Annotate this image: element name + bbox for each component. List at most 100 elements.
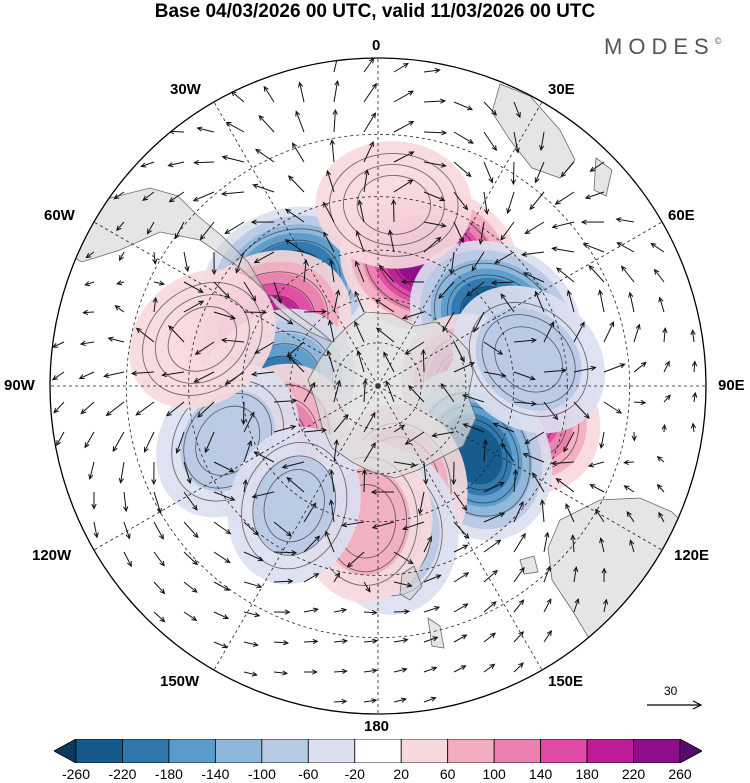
wind-vector [692,391,698,403]
wind-vector [286,476,305,493]
wind-vector [690,422,697,433]
wind-vector [123,521,131,540]
wind-vector [431,431,455,438]
wind-vector [582,243,605,253]
wind-vector [628,291,635,313]
wind-vector [534,290,545,313]
wind-vector [165,401,185,417]
wind-vector [566,289,575,313]
wind-vector [473,311,485,333]
wind-vector [393,424,406,433]
wind-vector [623,485,635,493]
wind-vector [243,411,255,433]
wind-vector [333,571,341,583]
wind-vector [341,521,365,528]
wind-vector [633,399,647,406]
wind-vector [285,208,305,223]
wind-vector [105,401,125,417]
wind-vector [451,461,457,486]
wind-vector [183,521,199,539]
wind-vector [478,221,485,245]
negative-anomaly-14 [452,285,606,434]
colorbar-tick-label: -180 [154,766,183,782]
lon-label-30w: 30W [170,81,201,98]
wind-vector [492,422,515,433]
wind-vector [513,371,536,381]
lon-label-30e: 30E [548,81,575,98]
wind-vector [453,603,469,613]
wind-vector [183,281,204,293]
wind-vector [501,442,515,463]
wind-vector [690,329,696,343]
wind-vector [453,491,468,512]
wind-vector [224,221,245,235]
wind-vector [521,251,545,257]
wind-vector [333,668,348,675]
wind-vector [453,341,465,363]
wind-vector [423,535,432,553]
wind-vector [273,311,294,325]
wind-vector [183,581,198,593]
wind-vector [500,293,515,313]
wind-vector [235,251,245,274]
south-pole-marker [375,383,381,389]
wind-vector [393,121,415,133]
wind-vector [363,609,378,616]
colorbar-tick-label: 220 [621,766,646,782]
wind-vector [589,161,605,172]
wind-vector [183,491,198,511]
wind-vector [328,259,335,283]
wind-vector [588,264,605,283]
wind-vector [471,251,485,272]
wind-vector [658,511,665,523]
wind-vector [513,532,526,553]
wind-vector [346,551,365,568]
wind-vector [494,251,515,264]
wind-vector [303,669,318,675]
wind-vector [650,242,665,253]
colorbar-swatch [307,739,356,763]
wind-vector [449,251,455,275]
wind-vector [513,500,524,523]
wind-vector [303,535,321,553]
wind-vector [385,380,395,403]
lon-label-60w: 60W [44,207,75,224]
wind-vector [356,349,365,373]
wind-vector [633,361,647,373]
wind-vector [629,539,635,553]
wind-vector [103,371,125,378]
wind-vector [273,521,292,537]
wind-vector [243,641,259,647]
colorbar-swatch [679,739,702,763]
graticule [50,58,706,714]
wind-vector [663,394,671,403]
wind-vector [453,634,468,643]
colorbar-swatch [168,739,216,763]
wind-vector [291,142,305,163]
colorbar-swatch [540,739,588,763]
wind-vector [258,114,275,133]
colorbar-swatch [75,739,123,763]
wind-vector [378,264,395,283]
wind-vector [225,121,245,133]
wind-vector [107,336,125,343]
wind-vector [213,551,231,564]
wind-vector [587,461,605,468]
wind-vector [500,221,515,241]
wind-vector [252,183,275,193]
wind-vector [534,161,545,184]
wind-vector [175,431,185,454]
wind-vector [623,459,635,466]
wind-vector-layer [51,58,698,705]
wind-vector [543,531,550,553]
wind-vector [151,461,157,486]
wind-vector [213,311,237,320]
wind-vector [543,629,552,643]
wind-vector [661,423,667,433]
wind-vector [56,431,65,447]
wind-vector [303,638,319,645]
wind-vector [371,521,395,530]
wind-vector [281,461,305,469]
wind-vector [626,511,635,523]
wind-vector [328,499,335,523]
